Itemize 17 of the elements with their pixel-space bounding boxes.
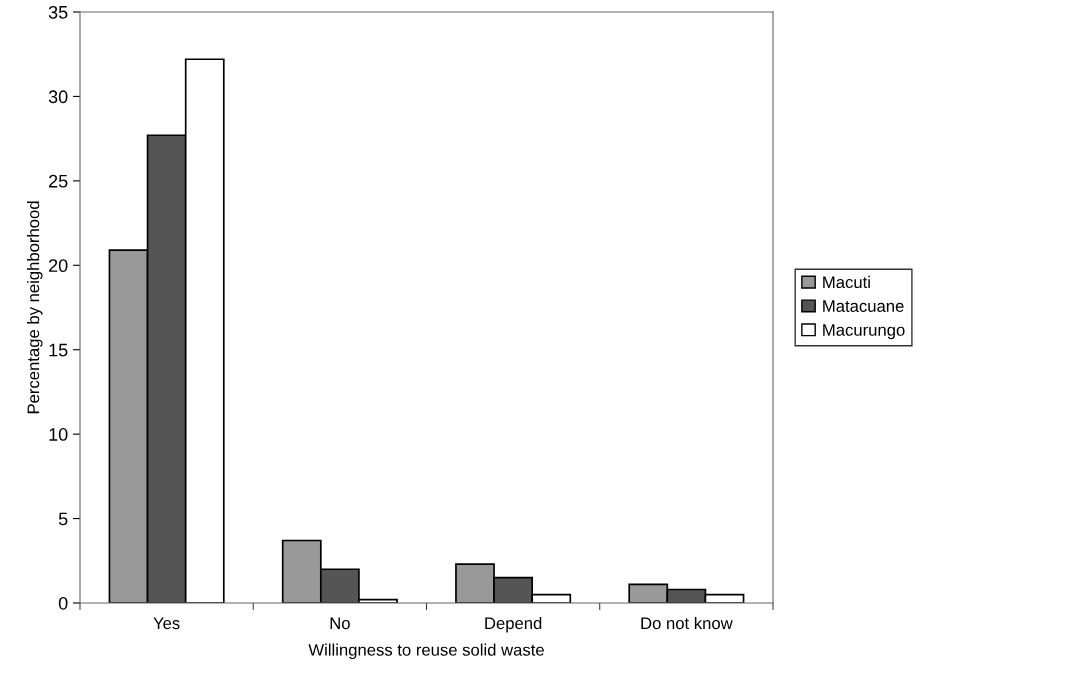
y-tick-label: 20 <box>49 259 68 273</box>
x-tick-label: Do not know <box>641 616 733 630</box>
y-tick-label: 15 <box>49 343 68 357</box>
x-tick-label: Yes <box>153 617 180 630</box>
legend-label: Macurungo <box>823 324 905 340</box>
y-tick-label: 30 <box>48 90 68 104</box>
legend-label: Matacuane <box>823 300 904 312</box>
legend-label: Macuti <box>823 275 870 289</box>
y-tick-label: 0 <box>58 596 68 610</box>
x-axis-title: Willingness to reuse solid waste <box>308 643 544 660</box>
y-tick-label: 10 <box>49 428 68 441</box>
x-tick-label: No <box>330 617 350 630</box>
y-tick-label: 35 <box>48 5 68 19</box>
y-axis-title: Percentage by neighborhood <box>27 201 43 414</box>
y-tick-label: 5 <box>58 512 68 526</box>
y-tick-label: 25 <box>49 174 68 188</box>
x-tick-label: Depend <box>485 616 542 633</box>
